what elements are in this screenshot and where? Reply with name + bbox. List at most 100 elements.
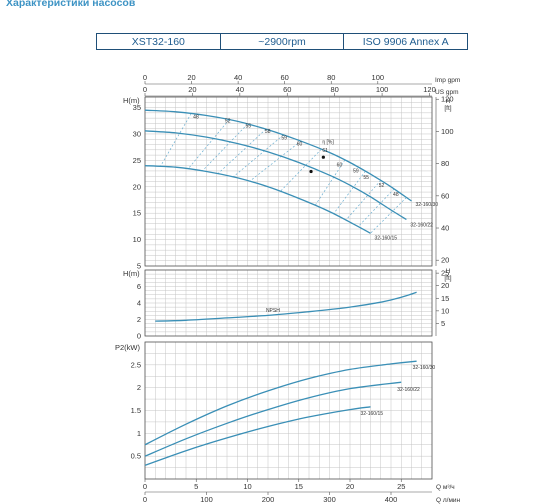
efficiency-label: 60	[337, 163, 343, 169]
efficiency-label: 59	[353, 169, 359, 175]
m3h-tick-label: 5	[194, 482, 198, 491]
model-cell: XST32-160	[97, 34, 221, 49]
us-gpm-tick-label: 80	[330, 85, 338, 94]
bep-dot-upper	[321, 155, 325, 159]
m3h-tick-label: 25	[397, 482, 405, 491]
head-y-tick: 10	[133, 235, 141, 244]
grid-layer	[144, 81, 439, 495]
us-gpm-tick-label: 60	[283, 85, 291, 94]
npsh-ft-tick-label: 5	[441, 319, 445, 328]
lmin-tick-label: 100	[200, 495, 213, 504]
power-y-tick: 2.5	[131, 360, 141, 369]
power-y-tick: 1.5	[131, 406, 141, 415]
head-curve-label: 32-160/30	[416, 202, 439, 208]
head-y-tick: 30	[133, 129, 141, 138]
m3h-tick-label: 0	[143, 482, 147, 491]
power-frame	[144, 341, 433, 480]
efficiency-dash	[217, 128, 267, 175]
lmin-tick-label: 300	[323, 495, 336, 504]
power-curve-label: 32-160/15	[361, 411, 384, 417]
efficiency-axis-label: η [%]	[322, 139, 334, 145]
npsh-ft-unit: [ft]	[444, 275, 451, 282]
npsh-y-tick: 0	[137, 332, 141, 341]
power-32-160/30-curve	[144, 360, 417, 446]
efficiency-dash	[370, 197, 407, 234]
head-y-tick: 20	[133, 182, 141, 191]
imp-gpm-tick-label: 60	[281, 73, 289, 82]
efficiency-label: 61	[322, 148, 328, 154]
npsh-ft-tick-label: 10	[441, 306, 449, 315]
m3h-tick-label: 20	[346, 482, 354, 491]
imp-gpm-tick-label: 20	[187, 73, 195, 82]
head-32-160/22-curve	[144, 130, 407, 221]
us-gpm-label: US gpm	[435, 89, 458, 96]
q-lmin-label: Q л/мин	[436, 497, 461, 504]
efficiency-label: 55	[363, 175, 369, 181]
head-ft-tick-label: 40	[441, 224, 449, 233]
head-ft-letter: H	[446, 98, 451, 105]
efficiency-label: 48	[193, 115, 199, 121]
head-y-tick: 15	[133, 209, 141, 218]
power-32-160/22-curve	[144, 381, 402, 457]
power-y-tick: 1	[137, 429, 141, 438]
efficiency-dash	[333, 170, 366, 214]
us-gpm-tick-label: 20	[188, 85, 196, 94]
us-gpm-tick-label: 100	[376, 85, 389, 94]
efficiency-label: 52	[225, 118, 231, 124]
power-curve-label: 32-160/30	[413, 365, 436, 371]
lmin-tick-label: 0	[143, 495, 147, 504]
head-ft-tick-label: 20	[441, 256, 449, 265]
efficiency-label: 58	[265, 129, 271, 135]
efficiency-dash	[357, 188, 395, 227]
efficiency-label: 48	[393, 192, 399, 198]
imp-gpm-label: Imp gpm	[435, 77, 460, 84]
efficiency-dash	[314, 159, 346, 206]
us-gpm-tick-label: 0	[143, 85, 147, 94]
efficiency-dash-layer	[160, 113, 407, 234]
us-gpm-tick-label: 120	[423, 85, 436, 94]
standard-cell: ISO 9906 Annex A	[362, 35, 449, 48]
npsh-ft-tick-label: 20	[441, 281, 449, 290]
lmin-tick-label: 200	[262, 495, 275, 504]
head-frame	[144, 96, 433, 267]
head-y-tick: 25	[133, 156, 141, 165]
npsh-frame	[144, 269, 433, 337]
m3h-tick-label: 15	[295, 482, 303, 491]
npsh-ft-tick-label: 15	[441, 294, 449, 303]
speed-cell: ~2900rpm	[221, 34, 345, 49]
efficiency-dash	[187, 119, 230, 170]
head-y-tick: 5	[137, 262, 141, 271]
pump-info-row: XST32-160 ~2900rpm ISO 9906 Annex A	[96, 33, 468, 50]
head-ft-tick-label: 100	[441, 127, 454, 136]
head-curve-label: 32-160/15	[375, 235, 398, 241]
npsh-y-tick: 2	[137, 315, 141, 324]
head-ft-tick-label: 120	[441, 95, 454, 104]
power-y-tick: 0.5	[131, 452, 141, 461]
us-gpm-tick-label: 40	[236, 85, 244, 94]
m3h-tick-label: 10	[243, 482, 251, 491]
imp-gpm-tick-label: 80	[327, 73, 335, 82]
imp-gpm-tick-label: 0	[143, 73, 147, 82]
efficiency-label: 55	[245, 124, 251, 130]
npsh-axis-label: H(m)	[123, 269, 140, 278]
efficiency-dash	[345, 180, 382, 221]
head-axis-label: H(m)	[123, 96, 140, 105]
head-curve-label: 32-160/22	[410, 223, 433, 229]
efficiency-dash	[249, 140, 302, 182]
bep-dot-lower	[309, 169, 313, 174]
q-m3h-label: Q м³/ч	[436, 484, 455, 491]
power-curve-label: 32-160/22	[397, 387, 420, 393]
npsh-y-tick: 4	[137, 299, 141, 308]
power-32-160/15-curve	[144, 406, 371, 466]
imp-gpm-tick-label: 100	[372, 73, 385, 82]
npsh-ft-tick-label: 25	[441, 269, 449, 278]
npsh-ft-letter: H	[446, 268, 451, 275]
head-32-160/15-curve	[144, 165, 371, 234]
npsh-curve	[155, 291, 417, 322]
imp-gpm-tick-label: 40	[234, 73, 242, 82]
head-y-tick: 35	[133, 103, 141, 112]
power-y-tick: 2	[137, 383, 141, 392]
page-heading: Характеристики насосов	[6, 0, 136, 9]
